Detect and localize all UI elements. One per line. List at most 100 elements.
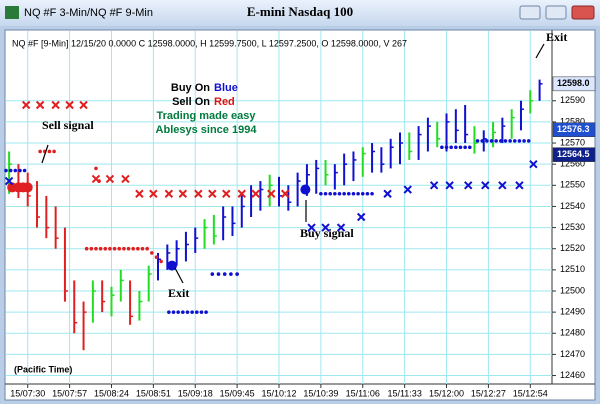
stop-dot	[154, 255, 159, 259]
stop-dot	[181, 310, 185, 314]
stop-dot	[8, 168, 13, 173]
x-marker	[336, 223, 346, 232]
y-tick-label: 12520	[560, 243, 585, 253]
x-marker	[529, 159, 538, 169]
stop-dot	[517, 139, 522, 143]
y-tick-label: 12550	[560, 180, 585, 190]
stop-dot	[112, 246, 117, 251]
x-tick-label: 15/11:06	[346, 388, 380, 398]
stop-dot	[370, 191, 374, 196]
y-tick-label: 12490	[560, 307, 585, 317]
stop-dot	[229, 272, 233, 276]
x-marker	[251, 189, 260, 198]
stop-dot	[454, 145, 458, 150]
close-button[interactable]	[571, 5, 595, 20]
stop-dot	[440, 145, 444, 150]
y-tick-label: 12590	[560, 95, 585, 105]
arrow	[174, 267, 184, 284]
x-tick-label: 15/12:00	[429, 388, 464, 398]
legend-text: Buy On	[171, 82, 210, 94]
title-bar	[0, 0, 600, 26]
annotation: (Pacific Time)	[14, 364, 72, 374]
x-marker	[135, 189, 144, 198]
stop-dot	[159, 259, 163, 264]
stop-dot	[38, 149, 42, 154]
y-tick-label: 12470	[560, 349, 585, 359]
stop-dot	[328, 191, 332, 196]
stop-dot	[167, 310, 171, 314]
x-marker	[481, 181, 490, 190]
x-marker	[515, 181, 524, 190]
x-marker	[498, 181, 507, 190]
stop-dot	[108, 246, 112, 251]
maximize-button[interactable]	[545, 5, 567, 20]
stop-dot	[333, 191, 337, 196]
stop-dot	[98, 246, 103, 251]
stop-dot	[210, 272, 215, 276]
signal-dot	[166, 260, 177, 271]
x-tick-label: 15/12:27	[471, 388, 506, 398]
stop-dot	[47, 149, 52, 154]
x-marker	[4, 176, 14, 186]
y-tick-label: 12480	[560, 328, 585, 338]
stop-dot	[356, 191, 360, 196]
stop-dot	[458, 145, 463, 150]
price-marker-label: 12564.5	[557, 149, 590, 159]
stop-dot	[131, 246, 135, 251]
stop-dot	[190, 310, 194, 314]
stop-dot	[522, 139, 526, 143]
stop-dot	[360, 191, 365, 196]
stop-dot	[199, 310, 204, 314]
stop-dot	[319, 191, 323, 196]
legend-text: Red	[214, 96, 235, 108]
x-marker	[194, 189, 203, 198]
stop-dot	[323, 191, 328, 196]
minimize-button[interactable]	[519, 5, 541, 20]
stop-dot	[122, 246, 126, 251]
y-tick-label: 12570	[560, 137, 585, 147]
stop-dot	[489, 139, 494, 143]
x-marker	[307, 223, 316, 232]
x-tick-label: 15/09:45	[220, 388, 255, 398]
stop-dot	[22, 168, 27, 173]
x-tick-label: 15/12:54	[513, 388, 548, 398]
price-marker	[552, 76, 596, 92]
y-tick-label: 12560	[560, 159, 585, 169]
stop-dot	[94, 166, 98, 171]
price-marker	[552, 122, 596, 137]
x-marker	[464, 181, 473, 190]
stop-dot	[235, 272, 239, 276]
x-marker	[445, 181, 454, 190]
x-tick-label: 15/08:51	[136, 388, 171, 398]
stop-dot	[13, 168, 18, 173]
stop-dot	[494, 139, 498, 143]
legend-text: Sell On	[172, 96, 210, 108]
x-tick-label: 15/09:18	[178, 388, 213, 398]
stop-dot	[145, 246, 149, 251]
x-marker	[21, 100, 31, 110]
stop-dot	[204, 310, 208, 314]
x-marker	[79, 100, 88, 110]
stop-dot	[222, 272, 227, 276]
annotation: Sell signal	[42, 118, 94, 132]
stop-dot	[365, 191, 370, 196]
stop-dot	[508, 139, 512, 143]
x-tick-label: 15/07:30	[10, 388, 45, 398]
stop-dot	[171, 310, 176, 314]
x-marker	[121, 174, 130, 184]
stop-dot	[89, 246, 94, 251]
arrow	[535, 43, 545, 59]
stop-dot	[503, 139, 508, 143]
stop-dot	[467, 145, 472, 150]
stop-dot	[480, 139, 484, 143]
stop-dot	[84, 246, 89, 251]
y-tick-label: 12580	[560, 116, 585, 126]
stop-dot	[97, 179, 101, 183]
stop-dot	[463, 145, 467, 150]
stop-dot	[150, 251, 154, 255]
x-marker	[164, 189, 174, 198]
x-marker	[280, 189, 290, 198]
stop-dot	[337, 191, 342, 196]
stop-dot	[185, 310, 190, 314]
